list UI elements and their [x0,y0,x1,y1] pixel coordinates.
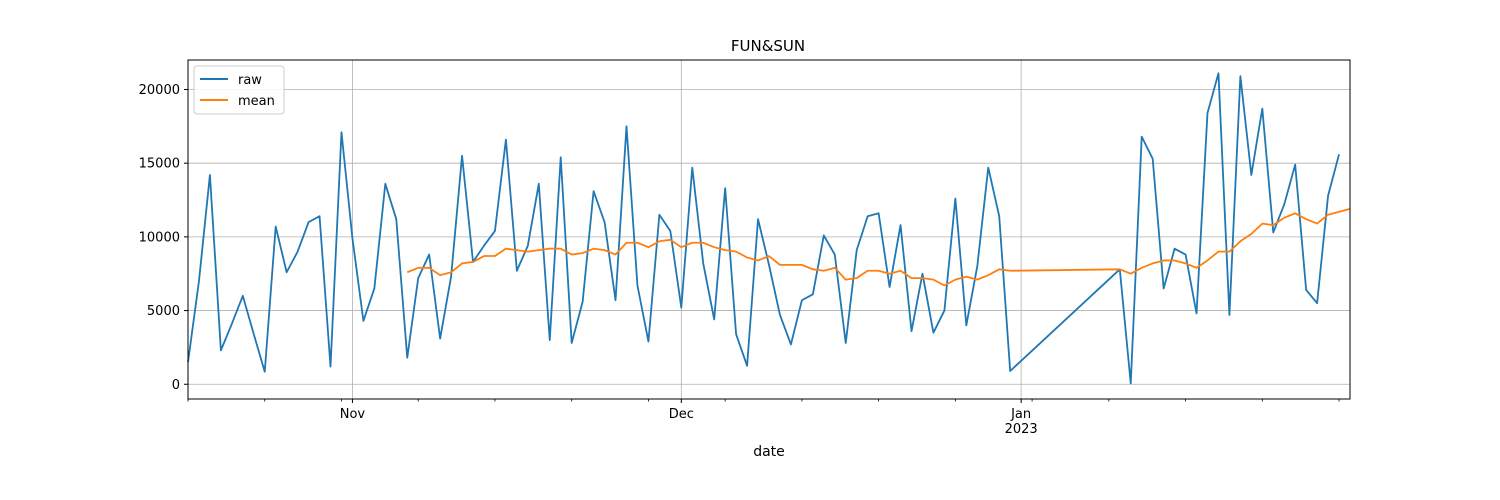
x-axis: Nov Dec Jan 2023 [187,399,1340,437]
plot-frame [187,59,1351,400]
y-tick-label: 10000 [139,230,180,245]
legend: raw mean [193,65,285,115]
legend-label-mean: mean [238,94,275,109]
x-tick-label: Jan 2023 [1005,407,1038,437]
y-tick-label: 5000 [147,304,180,319]
x-tick-label: Dec [669,407,694,422]
y-tick-label: 15000 [139,157,180,172]
x-tick-label: Nov [340,407,366,422]
grid-lines [188,60,1350,399]
y-tick-label: 20000 [139,83,180,98]
series-line-mean [406,208,1351,287]
x-axis-label: date [753,444,785,460]
y-tick-label: 0 [172,378,180,393]
legend-label-raw: raw [238,73,262,88]
series-layer [187,72,1351,385]
y-axis: 0 5000 10000 15000 20000 [139,83,188,393]
series-line-raw [187,72,1340,385]
chart-title: FUN&SUN [731,37,805,55]
